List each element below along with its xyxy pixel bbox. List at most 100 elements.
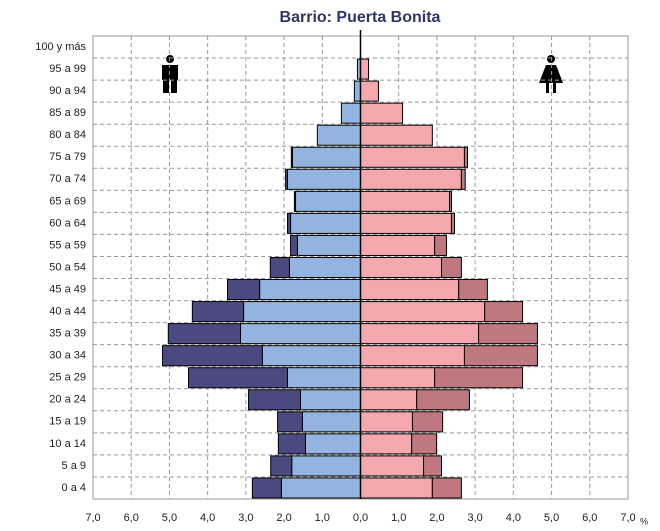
x-tick-label: 7,0 <box>85 512 100 524</box>
chart-title: Barrio: Puerta Bonita <box>280 9 441 26</box>
bar <box>353 80 361 102</box>
y-tick-label: 20 a 24 <box>49 394 86 406</box>
x-tick-label: 4,0 <box>200 512 215 524</box>
bar <box>411 411 444 433</box>
y-tick-label: 10 a 14 <box>49 438 86 450</box>
bar <box>259 279 361 301</box>
bar <box>450 212 456 234</box>
x-tick-label: 3,0 <box>467 512 482 524</box>
bar <box>188 367 289 389</box>
bar <box>285 168 289 190</box>
bar <box>360 411 413 433</box>
x-tick-label: 0,0 <box>353 512 368 524</box>
bar <box>431 477 462 499</box>
bar <box>360 80 379 102</box>
y-tick-label: 95 a 99 <box>49 63 86 75</box>
bar <box>243 301 361 323</box>
bar <box>441 256 462 279</box>
x-tick-label: 4,0 <box>506 512 521 524</box>
bar <box>261 345 361 367</box>
bar <box>288 256 361 279</box>
bar <box>269 256 290 279</box>
bar <box>251 477 282 499</box>
man-icon <box>162 55 178 93</box>
x-tick-label: 5,0 <box>544 512 559 524</box>
y-tick-label: 85 a 89 <box>49 107 86 119</box>
x-tick-label: 6,0 <box>582 512 597 524</box>
x-tick-label: 6,0 <box>124 512 139 524</box>
bar <box>449 190 452 212</box>
y-tick-label: 75 a 79 <box>49 151 86 163</box>
bar <box>287 168 361 190</box>
x-tick-label: 2,0 <box>276 512 291 524</box>
bar <box>360 301 486 323</box>
bar <box>360 455 425 477</box>
bar <box>416 389 470 411</box>
y-tick-label: 65 a 69 <box>49 195 86 207</box>
y-tick-label: 35 a 39 <box>49 328 86 340</box>
x-unit: % <box>640 516 648 526</box>
bar <box>227 279 261 301</box>
bar <box>484 301 524 323</box>
bar <box>360 234 436 256</box>
bar <box>360 345 465 367</box>
bar <box>277 433 306 455</box>
bar <box>290 234 298 256</box>
x-tick-label: 5,0 <box>162 512 177 524</box>
bar <box>287 367 361 389</box>
bar <box>248 389 302 411</box>
y-tick-label: 50 a 54 <box>49 261 86 273</box>
y-tick-label: 100 y más <box>35 41 86 53</box>
y-tick-label: 15 a 19 <box>49 416 86 428</box>
bar <box>291 455 362 477</box>
bar <box>304 433 362 455</box>
bar <box>423 455 443 477</box>
bar <box>360 367 436 389</box>
y-tick-label: 25 a 29 <box>49 372 86 384</box>
y-tick-label: 5 a 9 <box>62 460 86 472</box>
x-tick-label: 1,0 <box>391 512 406 524</box>
bar <box>290 212 362 234</box>
bar <box>460 168 466 190</box>
bar <box>280 477 361 499</box>
bar <box>360 168 462 190</box>
y-tick-label: 80 a 84 <box>49 129 86 141</box>
bar <box>463 345 538 367</box>
bar <box>360 323 480 345</box>
x-tick-label: 2,0 <box>429 512 444 524</box>
bar <box>291 146 362 168</box>
y-tick-label: 55 a 59 <box>49 239 86 251</box>
y-tick-label: 30 a 34 <box>49 350 86 362</box>
bar <box>167 323 242 345</box>
bar <box>360 146 465 168</box>
bar <box>360 477 433 499</box>
bar <box>434 367 524 389</box>
bar <box>360 279 460 301</box>
bar <box>360 124 433 146</box>
bar <box>295 190 361 212</box>
y-tick-label: 70 a 74 <box>49 173 86 185</box>
bar <box>191 301 245 323</box>
bar <box>240 323 361 345</box>
y-tick-label: 90 a 94 <box>49 85 86 97</box>
bar <box>277 411 303 433</box>
x-tick-label: 3,0 <box>238 512 253 524</box>
bar <box>290 146 293 168</box>
y-tick-label: 45 a 49 <box>49 283 86 295</box>
bar <box>300 389 361 411</box>
bar <box>287 212 292 234</box>
bar <box>360 190 451 212</box>
bar <box>411 433 438 455</box>
woman-icon <box>539 55 563 93</box>
bar <box>360 256 443 279</box>
bar <box>360 58 370 80</box>
bar <box>434 234 447 256</box>
bar <box>360 102 404 124</box>
bar <box>360 433 413 455</box>
bar <box>162 345 263 367</box>
bar <box>270 455 293 477</box>
bar <box>293 190 297 212</box>
bar <box>360 212 452 234</box>
